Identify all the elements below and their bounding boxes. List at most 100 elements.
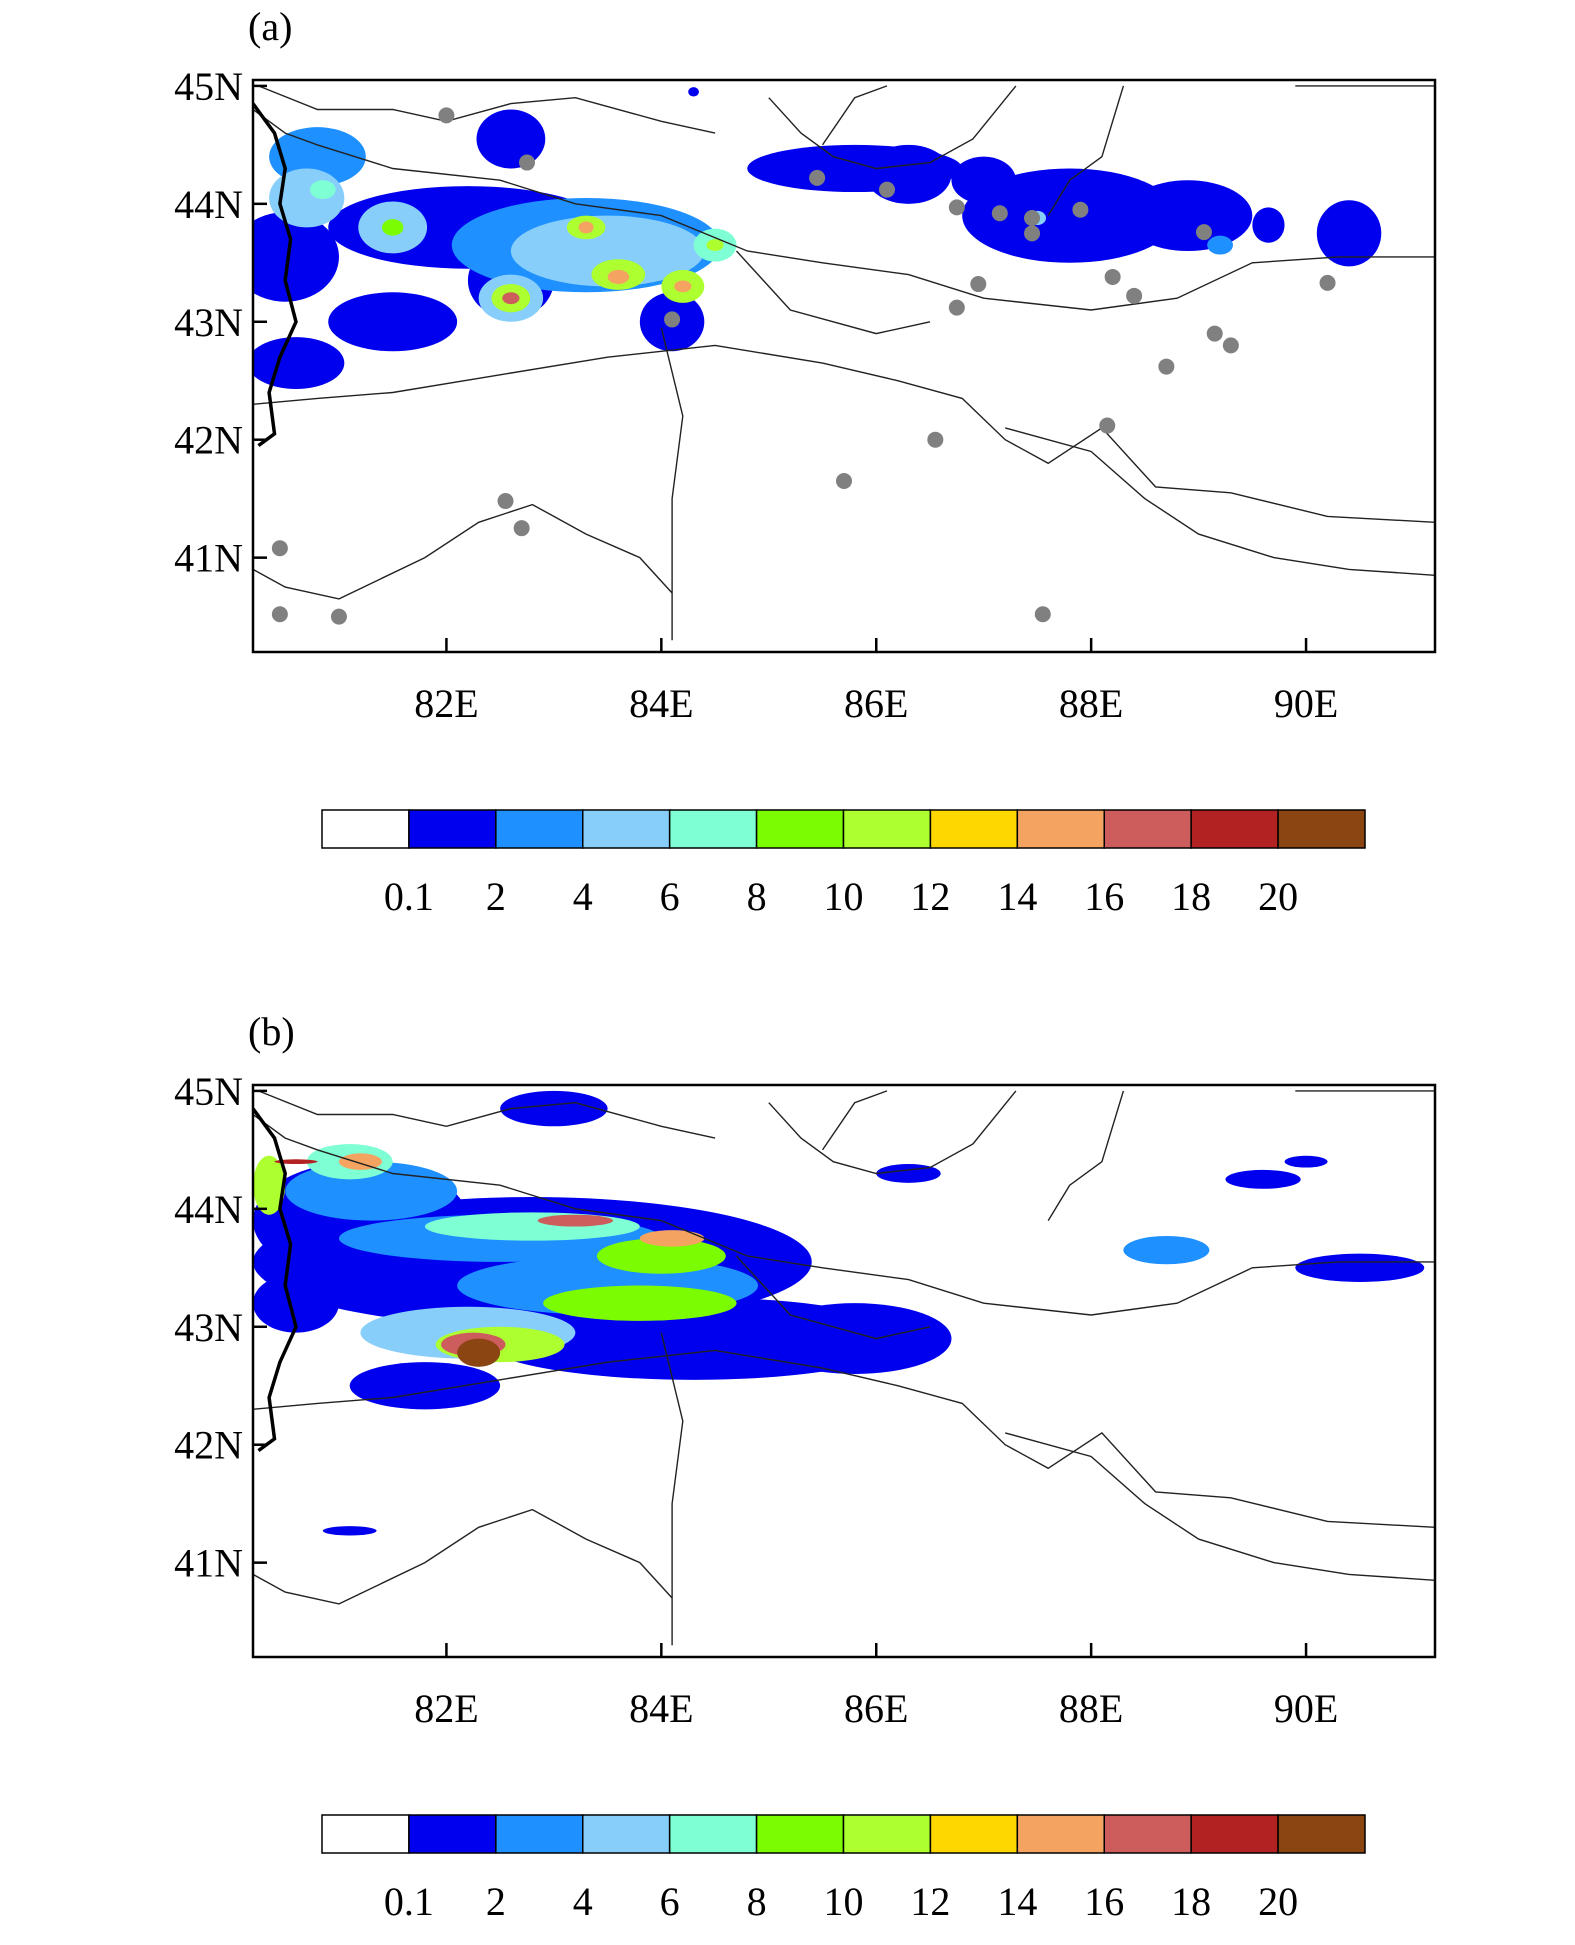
station-marker	[836, 472, 852, 489]
colorbar-label: 18	[1171, 1879, 1211, 1924]
colorbar: 0.1 2 4 6 8 10 12 14 16 18 20	[321, 809, 1366, 919]
colorbar: 0.1 2 4 6 8 10 12 14 16 18 20	[321, 1814, 1366, 1924]
precip-area	[596, 1238, 726, 1274]
colorbar-label: 4	[573, 874, 593, 919]
station-marker	[948, 199, 965, 216]
station-marker	[519, 154, 536, 171]
boundary-line	[1005, 1432, 1435, 1581]
colorbar-label: 18	[1171, 874, 1211, 919]
colorbar-swatch	[1016, 1814, 1105, 1854]
colorbar-swatch	[929, 1814, 1019, 1854]
precip-area	[457, 1338, 501, 1367]
colorbar-label: 10	[824, 1879, 864, 1924]
station-marker	[927, 431, 944, 448]
map-frame	[251, 1083, 1437, 1659]
precip-area	[1284, 1155, 1328, 1168]
precip-area	[502, 292, 520, 305]
colorbar-label: 14	[997, 1879, 1037, 1924]
station-marker	[1319, 274, 1336, 291]
precip-area	[274, 1159, 318, 1165]
station-marker	[1158, 358, 1175, 375]
precip-area	[338, 1153, 382, 1170]
precip-area	[607, 269, 630, 285]
boundary-line	[253, 1508, 673, 1605]
lon-tick-label: 84E	[629, 681, 693, 726]
panel-label: (b)	[248, 1009, 295, 1054]
boundary-line	[253, 1113, 1435, 1316]
precip-area	[322, 1526, 377, 1536]
colorbar-swatch	[668, 1814, 758, 1854]
lat-tick-label: 43N	[174, 300, 243, 345]
precip-area	[706, 239, 724, 252]
precip-area	[476, 109, 546, 169]
station-marker	[1126, 287, 1143, 304]
precip-area	[424, 1212, 640, 1241]
colorbar-label: 12	[910, 1879, 950, 1924]
precip-area	[865, 144, 952, 204]
station-marker	[1206, 325, 1223, 342]
station-marker	[1104, 268, 1121, 285]
colorbar-label: 4	[573, 1879, 593, 1924]
boundary-line	[735, 250, 931, 335]
precip-area	[688, 87, 699, 97]
colorbar-label: 2	[486, 1879, 506, 1924]
lat-tick-label: 43N	[174, 1305, 243, 1350]
colorbar-label: 14	[997, 874, 1037, 919]
colorbar-label: 20	[1258, 1879, 1298, 1924]
precip-area	[543, 1285, 737, 1321]
lat-tick-label: 45N	[174, 1069, 243, 1114]
lon-tick-label: 90E	[1274, 1686, 1338, 1731]
colorbar-label: 6	[660, 1879, 680, 1924]
colorbar-label: 20	[1258, 874, 1298, 919]
precip-area	[253, 1155, 286, 1215]
station-marker	[1024, 209, 1041, 226]
map-area	[253, 80, 1435, 652]
colorbar-swatch	[929, 809, 1019, 849]
colorbar-label: 10	[824, 874, 864, 919]
colorbar-swatch	[1103, 1814, 1192, 1854]
colorbar-swatch	[1103, 809, 1192, 849]
station-marker	[878, 181, 895, 198]
colorbar-label: 0.1	[384, 1879, 434, 1924]
map-frame	[251, 78, 1437, 654]
boundary-line	[253, 108, 1435, 311]
colorbar-swatch	[1190, 809, 1279, 849]
precip-area	[1295, 1253, 1425, 1282]
lon-tick-label: 84E	[629, 1686, 693, 1731]
lon-tick-label: 90E	[1274, 681, 1338, 726]
colorbar-swatch	[321, 1814, 410, 1854]
precip-area	[1225, 1169, 1301, 1189]
station-marker	[497, 493, 514, 510]
station-marker	[1034, 606, 1051, 623]
station-marker	[271, 540, 288, 557]
colorbar-swatch	[408, 809, 497, 849]
boundary-line	[660, 1332, 684, 1646]
lon-tick-label: 88E	[1059, 1686, 1123, 1731]
precip-area	[253, 212, 339, 302]
precip-area	[309, 180, 336, 200]
colorbar-swatch	[408, 1814, 497, 1854]
lat-tick-label: 44N	[174, 1187, 243, 1232]
precip-area	[962, 168, 1178, 263]
precip-area	[1252, 207, 1285, 243]
precip-area	[951, 156, 1016, 204]
country-border	[253, 102, 298, 448]
boundary-line	[1047, 1090, 1125, 1221]
colorbar-swatch	[495, 809, 584, 849]
colorbar-swatch	[1190, 1814, 1279, 1854]
boundary-line	[253, 503, 673, 600]
colorbar-swatch	[582, 809, 671, 849]
station-marker	[948, 299, 965, 316]
precip-area	[1123, 1235, 1210, 1265]
station-marker	[991, 205, 1008, 222]
lon-tick-label: 86E	[844, 681, 908, 726]
colorbar-swatch	[842, 1814, 932, 1854]
colorbar-swatch	[668, 809, 758, 849]
boundary-line	[258, 85, 716, 134]
country-border	[253, 1107, 298, 1453]
precip-area	[253, 1273, 339, 1333]
colorbar-label: 8	[747, 1879, 767, 1924]
precip-area	[639, 1230, 705, 1247]
boundary-line	[768, 1090, 1017, 1175]
precip-area	[510, 215, 705, 287]
